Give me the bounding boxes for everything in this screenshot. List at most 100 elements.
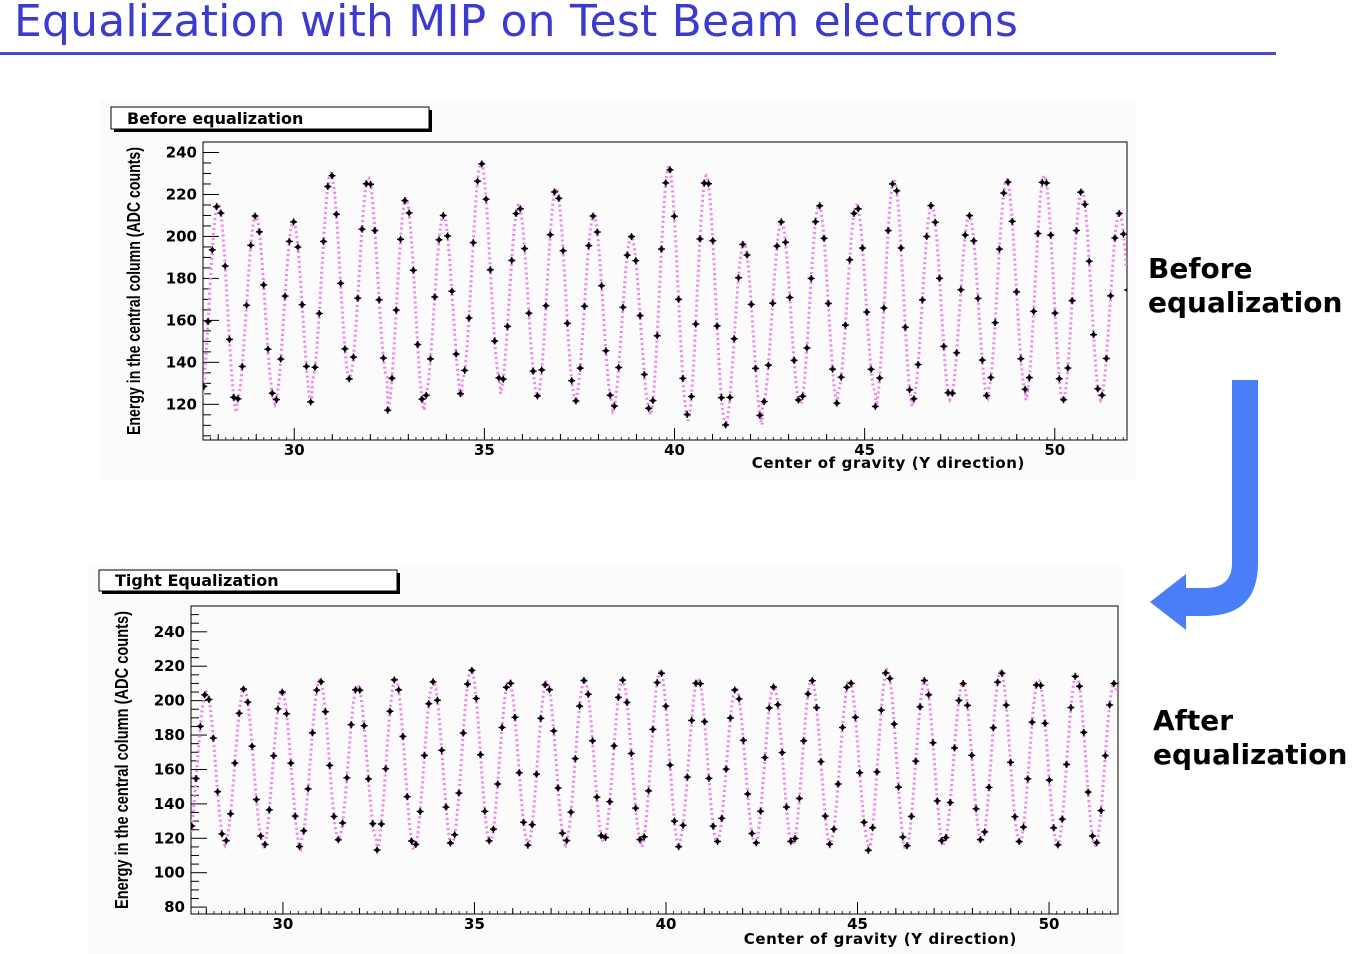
data-point xyxy=(341,345,349,353)
data-point xyxy=(662,702,670,710)
data-point xyxy=(632,804,640,812)
data-point xyxy=(478,160,486,168)
data-point xyxy=(1058,815,1066,823)
data-point xyxy=(354,294,362,302)
data-point xyxy=(538,366,546,374)
chart-title: Before equalization xyxy=(127,109,303,128)
data-point xyxy=(520,818,528,826)
data-point xyxy=(426,355,434,363)
y-tick-label: 180 xyxy=(154,726,185,744)
data-point xyxy=(739,736,747,744)
chart-title-box xyxy=(98,569,398,592)
data-point xyxy=(521,245,529,253)
data-point xyxy=(1050,824,1058,832)
data-point xyxy=(201,691,209,699)
data-point xyxy=(615,363,623,371)
data-point xyxy=(328,172,336,180)
data-point xyxy=(294,243,302,251)
data-point xyxy=(397,235,405,243)
data-point xyxy=(910,395,918,403)
data-point xyxy=(923,232,931,240)
data-point xyxy=(414,341,422,349)
data-point xyxy=(307,398,315,406)
data-point xyxy=(347,721,355,729)
data-point xyxy=(838,723,846,731)
data-point xyxy=(653,332,661,340)
data-point xyxy=(610,402,618,410)
x-tick-label: 35 xyxy=(474,441,495,459)
data-point xyxy=(589,737,597,745)
data-point xyxy=(998,669,1006,677)
data-point xyxy=(409,266,417,274)
data-point xyxy=(970,237,978,245)
data-point xyxy=(1068,297,1076,305)
fit-curve xyxy=(203,161,1127,430)
data-point xyxy=(563,837,571,845)
data-point xyxy=(856,769,864,777)
data-point xyxy=(529,367,537,375)
data-point xyxy=(752,364,760,372)
data-point xyxy=(542,302,550,310)
data-point xyxy=(399,732,407,740)
data-point xyxy=(247,241,255,249)
data-point xyxy=(628,233,636,241)
data-point xyxy=(871,402,879,410)
data-points xyxy=(191,666,1118,854)
data-point xyxy=(298,301,306,309)
chart-title-box xyxy=(110,106,430,130)
y-tick-label: 200 xyxy=(154,692,185,710)
data-point xyxy=(914,361,922,369)
data-point xyxy=(800,737,808,745)
data-point xyxy=(1124,287,1127,293)
x-axis-label: Center of gravity (Y direction) xyxy=(752,454,1025,472)
data-point xyxy=(717,394,725,402)
data-point xyxy=(837,373,845,381)
data-point xyxy=(533,392,541,400)
data-point xyxy=(1093,839,1101,847)
data-point xyxy=(345,375,353,383)
data-point xyxy=(464,680,472,688)
data-point xyxy=(248,742,256,750)
data-point xyxy=(278,688,286,696)
data-point xyxy=(770,683,778,691)
data-point xyxy=(847,679,855,687)
data-point xyxy=(268,389,276,397)
data-point xyxy=(196,722,204,730)
data-point xyxy=(384,406,392,414)
data-point xyxy=(961,231,969,239)
data-point xyxy=(1080,728,1088,736)
data-point xyxy=(476,751,484,759)
data-point xyxy=(572,397,580,405)
data-point xyxy=(1060,396,1068,404)
data-point xyxy=(1054,841,1062,849)
data-point xyxy=(826,840,834,848)
data-point xyxy=(601,833,609,841)
data-point xyxy=(769,299,777,307)
data-points xyxy=(203,160,1127,429)
data-point xyxy=(773,242,781,250)
data-point xyxy=(277,355,285,363)
data-point xyxy=(395,686,403,694)
data-point xyxy=(931,218,939,226)
data-point xyxy=(963,701,971,709)
data-point xyxy=(218,830,226,838)
data-point xyxy=(627,749,635,757)
data-point xyxy=(619,303,627,311)
data-point xyxy=(757,807,765,815)
data-point xyxy=(985,783,993,791)
data-point xyxy=(623,251,631,259)
data-point xyxy=(782,803,790,811)
data-point xyxy=(589,212,597,220)
data-point xyxy=(373,846,381,854)
y-tick-label: 220 xyxy=(154,657,185,675)
x-tick-label: 40 xyxy=(664,441,685,459)
data-point xyxy=(675,295,683,303)
data-point xyxy=(468,666,476,674)
data-point xyxy=(429,678,437,686)
data-point xyxy=(610,742,618,750)
data-point xyxy=(606,798,614,806)
data-point xyxy=(461,366,469,374)
data-point xyxy=(537,714,545,722)
data-point xyxy=(906,386,914,394)
data-point xyxy=(343,774,351,782)
